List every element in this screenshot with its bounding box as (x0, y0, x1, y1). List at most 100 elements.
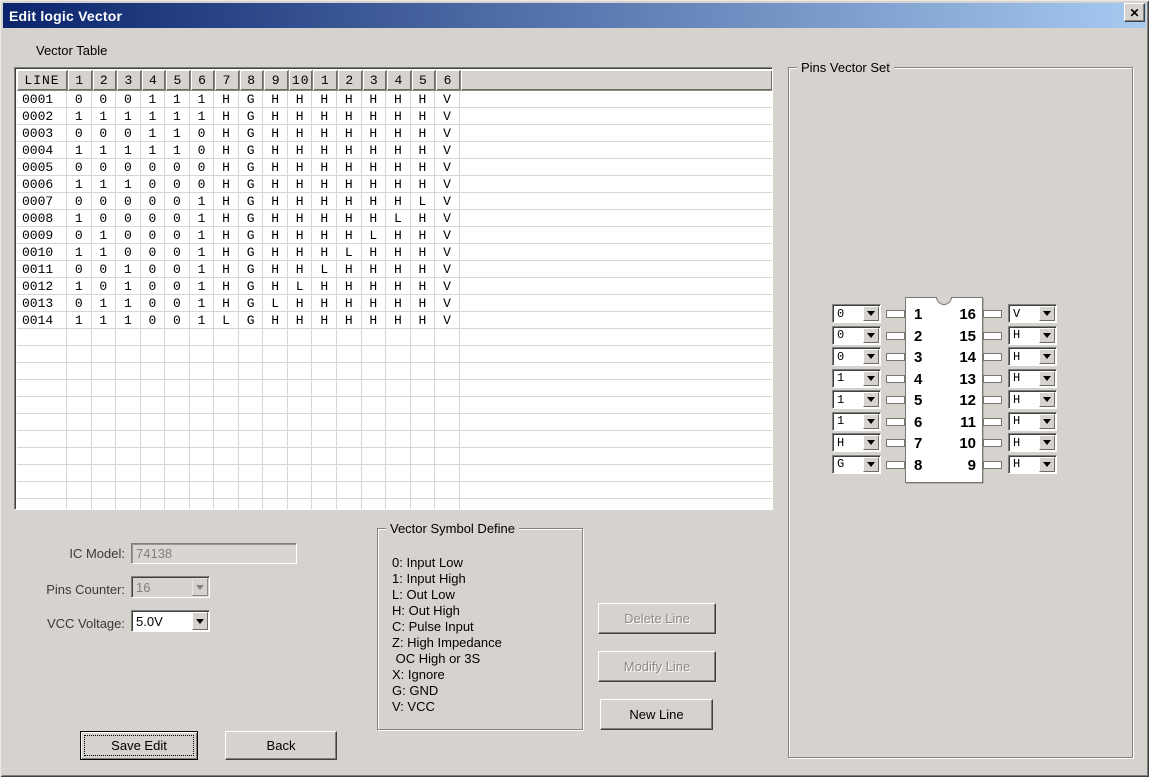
pin-number: 9 (967, 456, 976, 474)
table-row[interactable]: 0014 1 1 1 0 0 1 L G H H H H H H H V (17, 312, 772, 329)
pin-15-select[interactable]: H (1008, 325, 1057, 345)
vector-cell (67, 363, 92, 379)
vector-cell (214, 397, 239, 413)
vector-cell (288, 329, 313, 345)
close-icon[interactable]: ✕ (1124, 3, 1145, 22)
table-row[interactable]: 0002 1 1 1 1 1 1 H G H H H H H H H V (17, 108, 772, 125)
pin-11-select[interactable]: H (1008, 411, 1057, 431)
vector-cell (190, 346, 215, 362)
vcc-voltage-select[interactable]: 5.0V (131, 610, 210, 632)
pin-dropdown-button[interactable] (863, 327, 879, 343)
table-row[interactable]: 0007 0 0 0 0 0 1 H G H H H H H H L V (17, 193, 772, 210)
pin-2-select[interactable]: 0 (832, 325, 881, 345)
vector-cell (435, 499, 460, 509)
vector-cell (165, 363, 190, 379)
pin-stub (886, 331, 905, 340)
table-row[interactable]: 0010 1 1 0 0 0 1 H G H H H L H H H V (17, 244, 772, 261)
table-row[interactable]: 0005 0 0 0 0 0 0 H G H H H H H H H V (17, 159, 772, 176)
pin-dropdown-button[interactable] (1039, 327, 1055, 343)
pin-12-select[interactable]: H (1008, 390, 1057, 409)
pin-dropdown-button[interactable] (863, 349, 879, 364)
column-header: 5 (166, 70, 190, 90)
back-button[interactable]: Back (225, 731, 337, 760)
pin-dropdown-button[interactable] (1039, 349, 1055, 364)
vector-cell: 0 (165, 176, 190, 192)
vector-cell (411, 431, 436, 447)
pin-dropdown-button[interactable] (863, 306, 879, 321)
vector-cell: 0 (141, 210, 166, 226)
line-number-cell: 0008 (17, 210, 67, 226)
pin-13-select[interactable]: H (1008, 368, 1057, 388)
vector-cell (411, 397, 436, 413)
vector-cell: H (214, 125, 239, 141)
vector-cell: H (362, 142, 387, 158)
pin-8-select[interactable]: G (832, 454, 881, 474)
pin-dropdown-button[interactable] (1039, 413, 1055, 429)
vector-cell (337, 329, 362, 345)
vector-cell: 0 (165, 295, 190, 311)
pin-5-select[interactable]: 1 (832, 390, 881, 409)
table-row[interactable]: 0012 1 0 1 0 0 1 H G H L H H H H H V (17, 278, 772, 295)
pin-dropdown-button[interactable] (1039, 306, 1055, 321)
pin-dropdown-button[interactable] (1039, 392, 1055, 407)
vector-cell: H (312, 278, 338, 294)
chevron-down-icon (1043, 332, 1051, 342)
pin-dropdown-button[interactable] (1039, 456, 1055, 472)
pin-dropdown-button[interactable] (863, 413, 879, 429)
symbol-define-item: 1: Input High (392, 571, 466, 586)
vector-cell: H (288, 295, 313, 311)
pin-stub (886, 353, 905, 361)
table-row[interactable]: 0004 1 1 1 1 1 0 H G H H H H H H H V (17, 142, 772, 159)
pin-number: 2 (914, 327, 923, 345)
pin-dropdown-button[interactable] (863, 370, 879, 386)
pin-3-select[interactable]: 0 (832, 347, 881, 366)
vector-cell (92, 329, 117, 345)
pin-dropdown-button[interactable] (1039, 435, 1055, 450)
vector-cell (190, 482, 215, 498)
table-row[interactable]: 0008 1 0 0 0 0 1 H G H H H H H L H V (17, 210, 772, 227)
row-filler (460, 176, 772, 192)
pin-10-select[interactable]: H (1008, 433, 1057, 452)
table-row[interactable]: 0006 1 1 1 0 0 0 H G H H H H H H H V (17, 176, 772, 193)
pin-dropdown-button[interactable] (1039, 370, 1055, 386)
table-row[interactable]: 0011 0 0 1 0 0 1 H G H H L H H H H V (17, 261, 772, 278)
vector-cell: 1 (67, 142, 92, 158)
pin-1-select[interactable]: 0 (832, 304, 881, 323)
pin-dropdown-button[interactable] (863, 392, 879, 407)
pin-4-select[interactable]: 1 (832, 368, 881, 388)
save-edit-button[interactable]: Save Edit (80, 731, 198, 760)
row-filler (460, 193, 772, 209)
vector-cell (288, 465, 313, 481)
vector-cell (337, 346, 362, 362)
vector-cell: H (214, 227, 239, 243)
pin-6-select[interactable]: 1 (832, 411, 881, 431)
vector-cell: H (386, 125, 411, 141)
vcc-voltage-dropdown-button[interactable] (192, 612, 208, 630)
row-filler (460, 312, 772, 328)
vector-cell: V (435, 312, 460, 328)
new-line-button[interactable]: New Line (600, 699, 713, 730)
vector-cell: 1 (116, 108, 141, 124)
vector-table[interactable]: LINE 1 2 3 4 5 6 7 8 9 10 1 2 3 4 5 6 0001 0 0 0 1 1 1 H G H H H H H H… (14, 67, 773, 510)
vector-cell (435, 380, 460, 396)
vector-cell (92, 465, 117, 481)
vector-cell (288, 499, 313, 509)
table-row[interactable]: 0001 0 0 0 1 1 1 H G H H H H H H H V (17, 91, 772, 108)
pin-dropdown-button[interactable] (863, 456, 879, 472)
vector-cell: 1 (141, 108, 166, 124)
table-row[interactable]: 0009 0 1 0 0 0 1 H G H H H H L H H V (17, 227, 772, 244)
table-row (17, 329, 772, 346)
pin-16-select[interactable]: V (1008, 304, 1057, 323)
vector-cell: 1 (92, 244, 117, 260)
vector-cell: H (312, 159, 338, 175)
pin-7-select[interactable]: H (832, 433, 881, 452)
pin-dropdown-button[interactable] (863, 435, 879, 450)
window-title: Edit logic Vector (9, 7, 123, 24)
pin-14-select[interactable]: H (1008, 347, 1057, 366)
row-filler (460, 465, 772, 481)
chevron-down-icon (867, 354, 875, 363)
line-number-cell (17, 499, 67, 509)
table-row[interactable]: 0003 0 0 0 1 1 0 H G H H H H H H H V (17, 125, 772, 142)
table-row[interactable]: 0013 0 1 1 0 0 1 H G L H H H H H H V (17, 295, 772, 312)
pin-9-select[interactable]: H (1008, 454, 1057, 474)
